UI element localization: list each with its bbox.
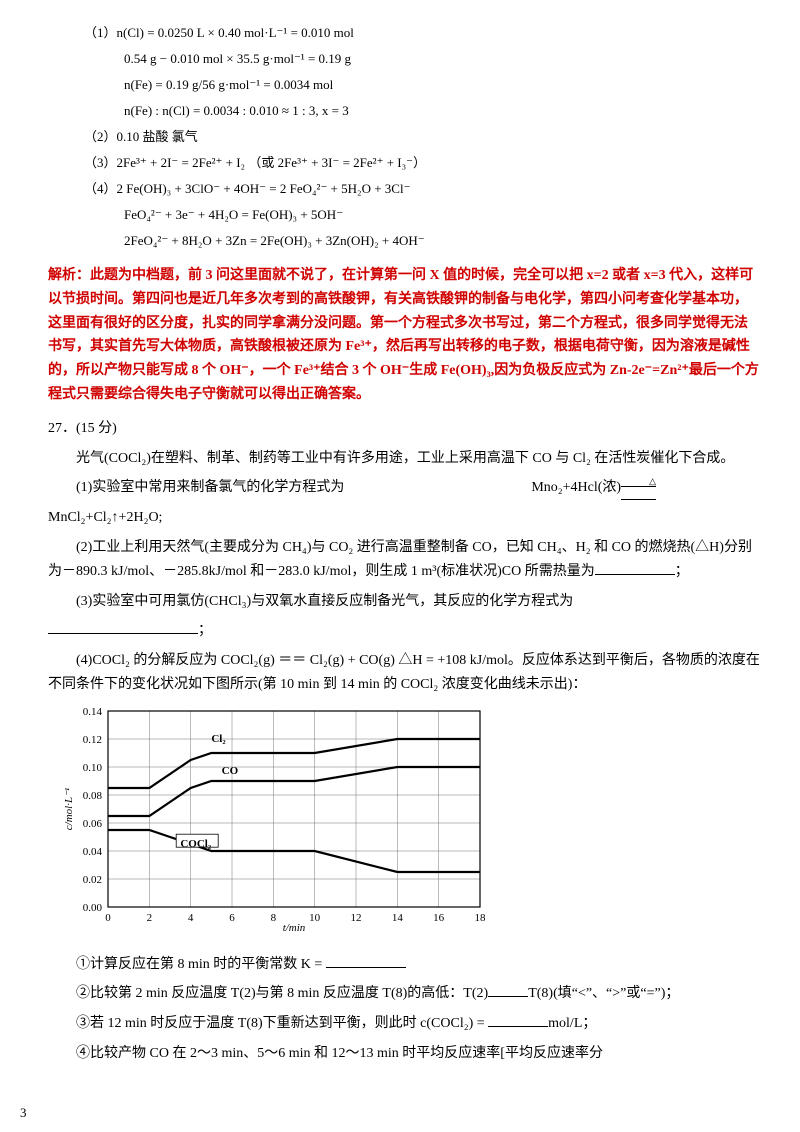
- svg-text:0.04: 0.04: [83, 846, 103, 858]
- svg-text:c/mol·L⁻¹: c/mol·L⁻¹: [63, 788, 75, 830]
- eq-line: （4）2 Fe(OH)₃ + 3ClO⁻ + 4OH⁻ = 2 FeO₄²⁻ +…: [84, 176, 760, 202]
- svg-text:8: 8: [271, 912, 277, 924]
- question-27-sub: ①计算反应在第 8 min 时的平衡常数 K = ②比较第 2 min 反应温度…: [48, 953, 760, 1066]
- q27-p3-text: (3)实验室中可用氯仿(CHCl₃)与双氧水直接反应制备光气，其反应的化学方程式…: [76, 594, 573, 609]
- svg-text:0.08: 0.08: [83, 790, 103, 802]
- svg-text:4: 4: [188, 912, 194, 924]
- q27-part4: (4)COCl₂ 的分解反应为 COCl₂(g) ＝＝ Cl₂(g) + CO(…: [48, 649, 760, 697]
- blank-input[interactable]: [48, 619, 198, 634]
- eq-line: （1）n(Cl) = 0.0250 L × 0.40 mol·L⁻¹ = 0.0…: [84, 20, 760, 46]
- q27-p1-eq-right: MnCl₂+Cl₂↑+2H₂O;: [48, 506, 760, 530]
- concentration-chart: 0 2 4 6 8 10 12 14 16 18 0.00 0.02 0.04 0.06 0.08 0.10 0…: [60, 703, 760, 947]
- svg-text:0.14: 0.14: [83, 706, 103, 718]
- svg-text:0.12: 0.12: [83, 734, 102, 746]
- q27-s2b-text: T(8)(填“<”、“>”或“=”)；: [528, 986, 679, 1001]
- svg-text:6: 6: [229, 912, 235, 924]
- eq-line: n(Fe) : n(Cl) = 0.0034 : 0.010 ≈ 1 : 3, …: [124, 98, 760, 124]
- q27-p1-text: (1)实验室中常用来制备氯气的化学方程式为: [76, 480, 344, 495]
- q27-s3a-text: ③若 12 min 时反应于温度 T(8)下重新达到平衡，则此时 c(COCl₂…: [76, 1016, 488, 1031]
- analysis-text: 解析：此题为中档题，前 3 问这里面就不说了，在计算第一问 X 值的时候，完全可…: [48, 264, 760, 407]
- svg-text:COCl₂: COCl₂: [180, 838, 212, 850]
- q27-sub2: ②比较第 2 min 反应温度 T(2)与第 8 min 反应温度 T(8)的高…: [48, 982, 760, 1006]
- equations-block: （1）n(Cl) = 0.0250 L × 0.40 mol·L⁻¹ = 0.0…: [84, 20, 760, 254]
- blank-input[interactable]: [595, 560, 675, 575]
- svg-text:t/min: t/min: [283, 922, 306, 934]
- eq-line: FeO₄²⁻ + 3e⁻ + 4H₂O = Fe(OH)₃ + 5OH⁻: [124, 202, 760, 228]
- svg-text:12: 12: [351, 912, 362, 924]
- page-number: 3: [20, 1102, 27, 1124]
- q27-sub1: ①计算反应在第 8 min 时的平衡常数 K =: [48, 953, 760, 977]
- q27-p3-blank: ；: [48, 619, 760, 643]
- svg-text:0.02: 0.02: [83, 874, 102, 886]
- eq-line: （3）2Fe³⁺ + 2I⁻ = 2Fe²⁺ + I₂ （或 2Fe³⁺ + 3…: [84, 150, 760, 176]
- blank-input[interactable]: [488, 982, 528, 997]
- svg-text:10: 10: [309, 912, 321, 924]
- q27-s1-text: ①计算反应在第 8 min 时的平衡常数 K =: [76, 957, 326, 972]
- eq-line: n(Fe) = 0.19 g/56 g·mol⁻¹ = 0.0034 mol: [124, 72, 760, 98]
- q27-sub4: ④比较产物 CO 在 2～3 min、5～6 min 和 12～13 min 时…: [48, 1042, 760, 1066]
- svg-text:0: 0: [105, 912, 111, 924]
- svg-text:14: 14: [392, 912, 404, 924]
- svg-text:0.00: 0.00: [83, 902, 103, 914]
- svg-text:CO: CO: [222, 765, 239, 777]
- svg-text:18: 18: [475, 912, 487, 924]
- question-27: 27．(15 分) 光气(COCl₂)在塑料、制革、制药等工业中有许多用途，工业…: [48, 417, 760, 697]
- blank-input[interactable]: [488, 1012, 548, 1027]
- q27-part1: (1)实验室中常用来制备氯气的化学方程式为 Mno₂+4Hcl(浓)△: [48, 476, 760, 500]
- q27-intro: 光气(COCl₂)在塑料、制革、制药等工业中有许多用途，工业上采用高温下 CO …: [48, 447, 760, 471]
- q27-p1-eq-left: Mno₂+4Hcl(浓): [531, 480, 621, 495]
- svg-text:2: 2: [147, 912, 153, 924]
- q27-s3b-text: mol/L；: [548, 1016, 596, 1031]
- blank-input[interactable]: [326, 953, 406, 968]
- q27-s2a-text: ②比较第 2 min 反应温度 T(2)与第 8 min 反应温度 T(8)的高…: [76, 986, 488, 1001]
- q27-part2: (2)工业上利用天然气(主要成分为 CH₄)与 CO₂ 进行高温重整制备 CO，…: [48, 536, 760, 584]
- q27-number: 27．(15 分): [48, 417, 760, 441]
- reaction-condition-icon: △: [621, 477, 656, 500]
- svg-text:Cl₂: Cl₂: [211, 733, 226, 745]
- eq-line: （2）0.10 盐酸 氯气: [84, 124, 760, 150]
- svg-text:0.06: 0.06: [83, 818, 103, 830]
- svg-text:0.10: 0.10: [83, 762, 103, 774]
- q27-part3: (3)实验室中可用氯仿(CHCl₃)与双氧水直接反应制备光气，其反应的化学方程式…: [48, 590, 760, 614]
- eq-line: 0.54 g − 0.010 mol × 35.5 g·mol⁻¹ = 0.19…: [124, 46, 760, 72]
- eq-line: 2FeO₄²⁻ + 8H₂O + 3Zn = 2Fe(OH)₃ + 3Zn(OH…: [124, 228, 760, 254]
- svg-text:16: 16: [433, 912, 445, 924]
- q27-sub3: ③若 12 min 时反应于温度 T(8)下重新达到平衡，则此时 c(COCl₂…: [48, 1012, 760, 1036]
